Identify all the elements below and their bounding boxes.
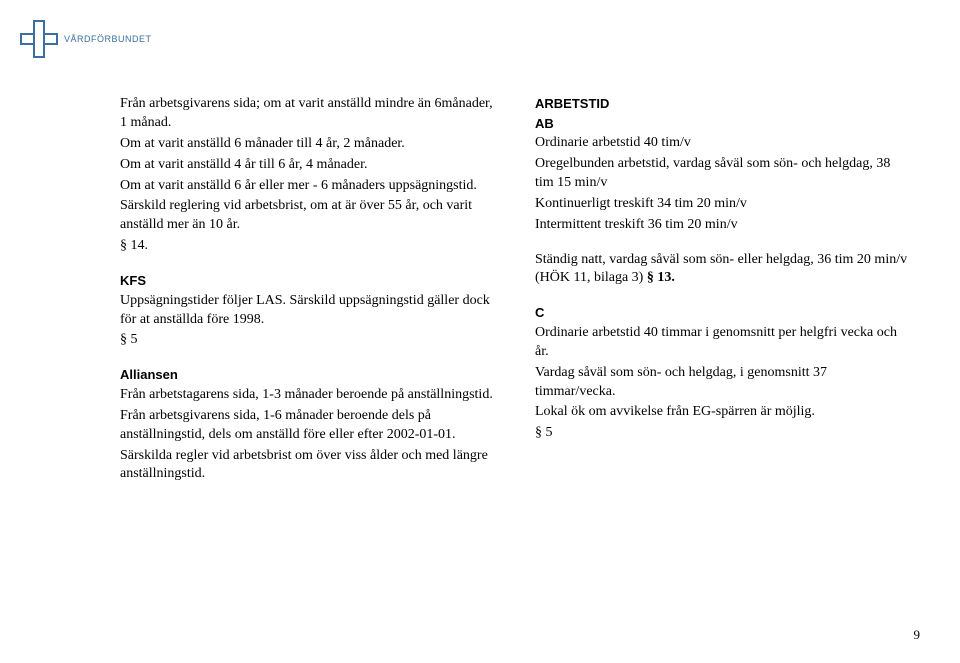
logo-cross-icon xyxy=(20,20,58,58)
left-p6: § 14. xyxy=(120,237,495,256)
kfs-p2: § 5 xyxy=(120,331,495,350)
page-content: Från arbetsgivarens sida; om at varit an… xyxy=(120,95,910,486)
c-heading: C xyxy=(535,304,910,322)
all-p3: Särskilda regler vid arbetsbrist om över… xyxy=(120,447,495,485)
left-p3: Om at varit anställd 4 år till 6 år, 4 m… xyxy=(120,156,495,175)
arbetstid-heading: ARBETSTID xyxy=(535,95,910,113)
left-p1: Från arbetsgivarens sida; om at varit an… xyxy=(120,95,495,133)
c-p4: § 5 xyxy=(535,424,910,443)
right-column: ARBETSTID AB Ordinarie arbetstid 40 tim/… xyxy=(535,95,910,486)
logo: VÅRDFÖRBUNDET xyxy=(20,20,152,58)
ab-p5-text: Ständig natt, vardag såväl som sön- elle… xyxy=(535,252,907,286)
alliansen-heading: Alliansen xyxy=(120,366,495,384)
kfs-heading: KFS xyxy=(120,272,495,290)
c-p3: Lokal ök om avvikelse från EG-spärren är… xyxy=(535,403,910,422)
ab-heading: AB xyxy=(535,115,910,133)
logo-text: VÅRDFÖRBUNDET xyxy=(64,34,152,44)
kfs-p1: Uppsägningstider följer LAS. Särskild up… xyxy=(120,292,495,330)
all-p1: Från arbetstagarens sida, 1-3 månader be… xyxy=(120,386,495,405)
ab-p2: Oregelbunden arbetstid, vardag såväl som… xyxy=(535,155,910,193)
all-p2: Från arbetsgivarens sida, 1-6 månader be… xyxy=(120,407,495,445)
ab-p5-ref: § 13. xyxy=(647,270,675,285)
left-p4: Om at varit anställd 6 år eller mer - 6 … xyxy=(120,177,495,196)
ab-p4: Intermittent treskift 36 tim 20 min/v xyxy=(535,216,910,235)
c-p2: Vardag såväl som sön- och helgdag, i gen… xyxy=(535,364,910,402)
left-p2: Om at varit anställd 6 månader till 4 år… xyxy=(120,135,495,154)
c-p1: Ordinarie arbetstid 40 timmar i genomsni… xyxy=(535,324,910,362)
ab-p1: Ordinarie arbetstid 40 tim/v xyxy=(535,134,910,153)
ab-p3: Kontinuerligt treskift 34 tim 20 min/v xyxy=(535,195,910,214)
ab-p5: Ständig natt, vardag såväl som sön- elle… xyxy=(535,251,910,289)
left-p5: Särskild reglering vid arbetsbrist, om a… xyxy=(120,197,495,235)
left-column: Från arbetsgivarens sida; om at varit an… xyxy=(120,95,495,486)
page-number: 9 xyxy=(914,627,921,643)
